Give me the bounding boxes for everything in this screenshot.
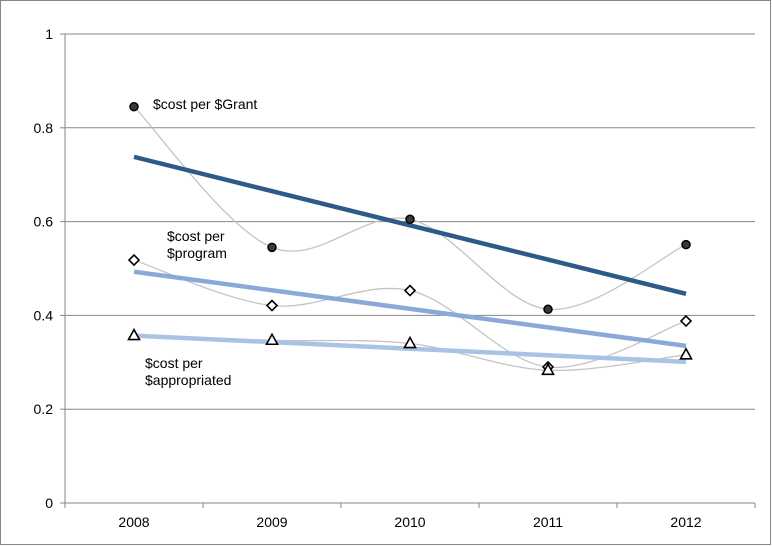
- y-tick-label: 0.8: [34, 120, 54, 136]
- y-tick-label: 1: [45, 26, 53, 42]
- x-tick-label: 2008: [118, 514, 149, 530]
- series-line: [133, 106, 687, 310]
- y-tick-label: 0.2: [34, 401, 54, 417]
- series-line: [133, 259, 687, 368]
- trend-line: [133, 269, 687, 349]
- trend-line: [133, 333, 687, 365]
- data-point: [679, 314, 693, 328]
- series-annotation: $appropriated: [145, 372, 231, 388]
- trend-line: [133, 154, 687, 297]
- data-point: [403, 335, 417, 349]
- y-tick-label: 0.4: [34, 307, 54, 323]
- data-point: [265, 299, 279, 312]
- data-point: [543, 304, 553, 315]
- y-tick-label: 0.6: [34, 214, 54, 230]
- x-tick-label: 2009: [256, 514, 287, 530]
- series-annotation: $cost per: [167, 228, 225, 244]
- data-point: [267, 242, 277, 253]
- series-annotation: $program: [167, 245, 227, 261]
- data-point: [681, 239, 691, 250]
- data-point: [127, 253, 141, 267]
- series-annotation: $cost per $Grant: [153, 96, 257, 112]
- x-tick-label: 2012: [670, 514, 701, 530]
- data-point: [403, 284, 417, 297]
- data-point: [265, 332, 279, 346]
- x-tick-label: 2011: [533, 514, 563, 530]
- y-tick-label: 0: [45, 495, 53, 511]
- data-point: [129, 101, 139, 112]
- data-point: [127, 327, 141, 341]
- data-point: [679, 347, 693, 360]
- x-tick-label: 2010: [394, 514, 425, 530]
- series-annotation: $cost per: [145, 355, 203, 371]
- data-point: [541, 362, 555, 376]
- data-point: [405, 214, 415, 225]
